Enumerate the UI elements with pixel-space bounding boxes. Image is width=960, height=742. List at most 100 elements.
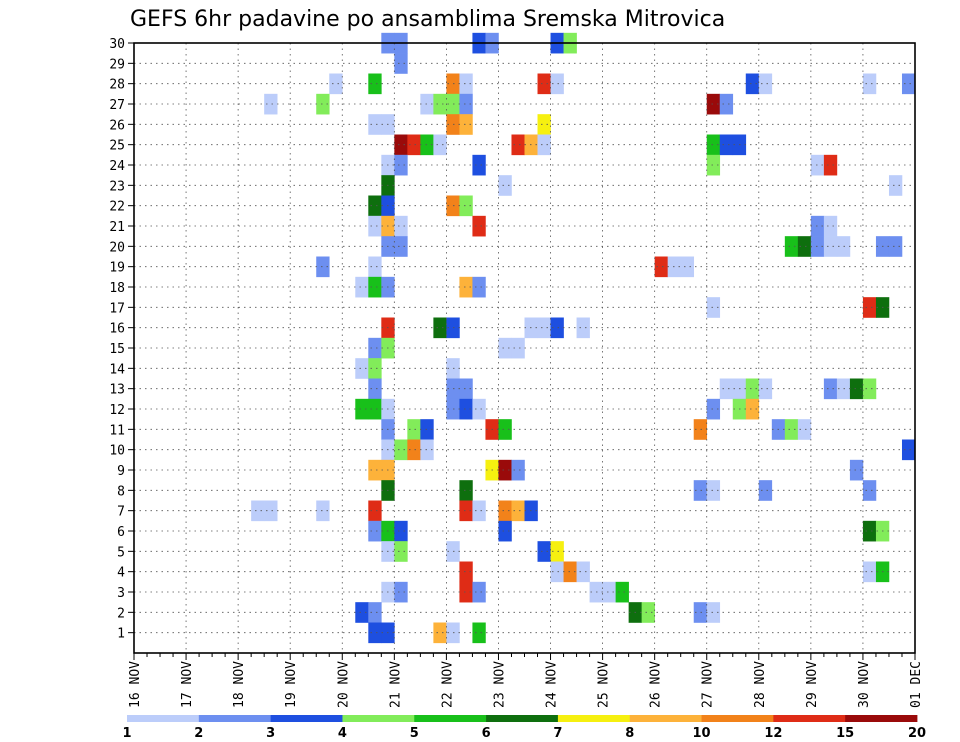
x-tick-label: 22 NOV xyxy=(440,661,455,708)
precip-cell xyxy=(355,358,369,379)
colorbar-label: 12 xyxy=(764,726,782,741)
y-tick-label: 1 xyxy=(117,627,125,642)
y-tick-label: 8 xyxy=(117,484,125,499)
precip-cell xyxy=(888,175,903,196)
precip-cell xyxy=(680,256,695,278)
colorbar-label: 15 xyxy=(836,726,854,741)
y-axis: 1234567891011121314151617181920212223242… xyxy=(109,37,134,642)
precip-cell xyxy=(550,541,564,562)
precip-cell xyxy=(394,541,408,562)
precip-cell xyxy=(537,317,551,339)
precip-cell xyxy=(706,398,721,420)
x-tick-label: 19 NOV xyxy=(284,661,299,708)
precip-cell xyxy=(823,378,838,400)
precip-cell xyxy=(784,419,799,440)
y-tick-label: 21 xyxy=(109,220,125,235)
precip-cell xyxy=(654,256,668,278)
precip-cell xyxy=(888,236,903,257)
precip-cell xyxy=(511,500,525,522)
precip-cell xyxy=(355,398,369,420)
precip-cell xyxy=(420,134,434,156)
precip-cell xyxy=(407,134,421,156)
precip-cell xyxy=(433,93,447,115)
precip-cell xyxy=(641,602,655,623)
y-tick-label: 14 xyxy=(109,362,125,377)
x-tick-label: 23 NOV xyxy=(492,661,507,708)
x-tick-label: 18 NOV xyxy=(232,661,247,708)
precip-cell xyxy=(316,256,330,278)
precip-cell xyxy=(368,195,382,217)
precip-cell xyxy=(433,134,447,156)
precip-cell xyxy=(472,154,486,176)
precip-cell xyxy=(706,154,721,176)
y-tick-label: 2 xyxy=(117,606,125,621)
precip-cell xyxy=(329,73,343,95)
precip-cell xyxy=(862,73,877,95)
y-tick-label: 9 xyxy=(117,464,125,479)
precip-cell xyxy=(797,419,812,440)
x-tick-label: 27 NOV xyxy=(701,661,716,708)
precip-cell xyxy=(459,398,473,420)
colorbar-swatch xyxy=(629,715,702,722)
precip-cell xyxy=(706,93,721,115)
precip-cell xyxy=(368,215,382,237)
colorbar-swatch xyxy=(486,715,559,722)
colorbar-label: 20 xyxy=(908,726,926,741)
precip-cell xyxy=(316,93,330,115)
precip-cell xyxy=(394,520,408,542)
precip-cell xyxy=(758,73,773,95)
precip-cell xyxy=(472,622,486,644)
precip-cell xyxy=(706,602,721,623)
y-tick-label: 7 xyxy=(117,505,125,520)
precip-cell xyxy=(355,276,369,298)
y-tick-label: 12 xyxy=(109,403,125,418)
precip-cell xyxy=(368,520,382,542)
precip-cell xyxy=(576,317,590,339)
precip-cell xyxy=(862,480,877,501)
precip-cell xyxy=(459,73,473,95)
precip-cell xyxy=(368,500,382,522)
precip-cell xyxy=(264,93,278,115)
x-tick-label: 24 NOV xyxy=(545,661,560,708)
precip-cell xyxy=(537,134,551,156)
precip-cell xyxy=(745,378,760,400)
colorbar-label: 10 xyxy=(693,726,711,741)
precip-cell xyxy=(823,236,838,257)
x-tick-label: 30 NOV xyxy=(857,661,872,708)
precip-cell xyxy=(862,520,877,542)
precip-cell xyxy=(368,73,382,95)
x-tick-label: 28 NOV xyxy=(753,661,768,708)
precip-cell xyxy=(498,520,512,542)
x-tick-label: 26 NOV xyxy=(649,661,664,708)
precip-cell xyxy=(498,175,512,196)
y-tick-label: 18 xyxy=(109,281,125,296)
precip-cell xyxy=(745,73,760,95)
precip-cell xyxy=(849,378,864,400)
precip-cell xyxy=(394,581,408,603)
precip-cell xyxy=(810,236,825,257)
y-tick-label: 5 xyxy=(117,545,125,560)
x-tick-label: 20 NOV xyxy=(336,661,351,708)
precip-cell xyxy=(394,215,408,237)
y-tick-label: 3 xyxy=(117,586,125,601)
y-tick-label: 22 xyxy=(109,200,125,215)
precip-cell xyxy=(472,398,486,420)
precip-cell xyxy=(797,236,812,257)
y-tick-label: 6 xyxy=(117,525,125,540)
precip-cell xyxy=(537,73,551,95)
precip-cell xyxy=(498,459,512,481)
colorbar-swatch xyxy=(270,715,343,722)
y-tick-label: 11 xyxy=(109,423,125,438)
y-tick-label: 23 xyxy=(109,179,125,194)
y-tick-label: 25 xyxy=(109,139,125,154)
precip-cell xyxy=(693,419,708,440)
heatmap-cells xyxy=(251,32,916,644)
precip-cell xyxy=(706,134,721,156)
y-tick-label: 26 xyxy=(109,118,125,133)
y-tick-label: 29 xyxy=(109,57,125,72)
precip-cell xyxy=(459,276,473,298)
precip-cell xyxy=(511,459,525,481)
y-tick-label: 15 xyxy=(109,342,125,357)
precip-cell xyxy=(719,378,734,400)
precip-cell xyxy=(550,561,564,583)
